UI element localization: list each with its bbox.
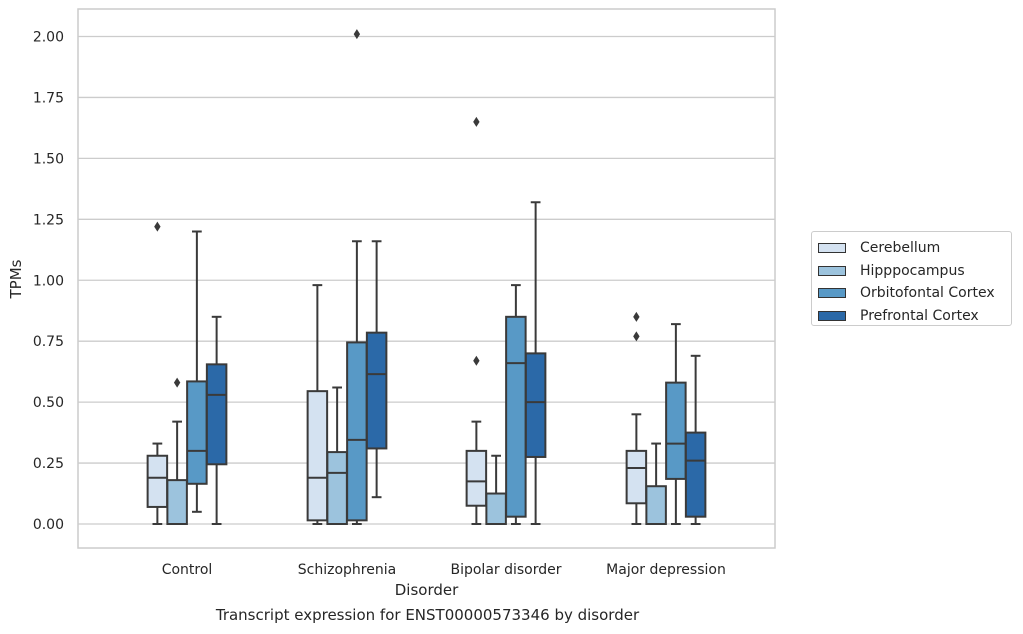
box-orbitofontal-cortex	[186, 230, 208, 513]
x-axis-label: Disorder	[395, 581, 459, 599]
box-prefrontal-cortex	[684, 354, 707, 525]
y-tick-labels: 0.00 0.25 0.50 0.75 1.00 1.25 1.50 1.75 2.00	[33, 30, 64, 534]
legend: Cerebellum Hipppocampus Orbitofontal Corte…	[811, 231, 1012, 326]
x-tick-labels: Control Schizophrenia Bipolar disorder Majo…	[162, 562, 726, 578]
box-prefrontal-cortex	[365, 240, 388, 499]
legend-swatch	[818, 243, 846, 254]
y-tick-label: 0.25	[33, 456, 64, 472]
box-iqr	[684, 431, 707, 518]
box-iqr	[524, 352, 547, 458]
x-tick-label: Bipolar disorder	[450, 562, 561, 578]
box-orbitofontal-cortex	[346, 29, 368, 525]
legend-label: Prefrontal Cortex	[860, 307, 979, 324]
y-tick-label: 0.50	[33, 395, 64, 411]
box-iqr	[186, 380, 208, 485]
outlier-point	[353, 29, 361, 40]
box-iqr	[146, 454, 169, 508]
legend-label: Cerebellum	[860, 240, 941, 257]
box-iqr	[665, 381, 687, 480]
y-tick-label: 2.00	[33, 30, 64, 46]
legend-label: Hipppocampus	[860, 262, 965, 279]
box-iqr	[505, 315, 527, 518]
legend-item: Orbitofontal Cortex	[818, 282, 1011, 305]
outlier-point	[633, 311, 640, 322]
box-iqr	[166, 479, 188, 525]
legend-item: Prefrontal Cortex	[818, 305, 1011, 328]
y-tick-label: 0.00	[33, 517, 64, 533]
legend-swatch	[818, 265, 846, 276]
box-hipppocampus	[166, 377, 188, 525]
y-tick-label: 1.00	[33, 273, 64, 289]
box-orbitofontal-cortex	[505, 284, 527, 525]
legend-item: Cerebellum	[818, 237, 1011, 260]
box-iqr	[365, 331, 388, 450]
x-tick-label: Schizophrenia	[298, 562, 396, 578]
x-tick-label: Control	[162, 562, 213, 578]
box-groups	[146, 29, 707, 525]
box-iqr	[645, 485, 667, 525]
box-hipppocampus	[485, 454, 507, 525]
outlier-point	[473, 355, 480, 366]
y-axis-label: TPMs	[7, 259, 25, 299]
y-tick-label: 1.50	[33, 151, 64, 167]
outlier-point	[633, 331, 640, 342]
legend-item: Hipppocampus	[818, 260, 1011, 283]
legend-label: Orbitofontal Cortex	[860, 285, 995, 302]
chart-caption: Transcript expression for ENST0000057334…	[215, 606, 640, 624]
box-iqr	[485, 492, 507, 525]
box-orbitofontal-cortex	[665, 323, 687, 525]
box-iqr	[326, 451, 348, 525]
box-cerebellum	[625, 311, 648, 525]
outlier-point	[173, 377, 181, 388]
x-tick-label: Major depression	[606, 562, 726, 578]
y-tick-label: 0.75	[33, 334, 64, 350]
box-iqr	[346, 341, 368, 522]
legend-swatch	[818, 310, 846, 321]
box-iqr	[205, 363, 228, 466]
outlier-point	[154, 221, 161, 232]
legend-swatch	[818, 288, 846, 299]
box-cerebellum	[306, 284, 329, 525]
box-cerebellum	[146, 221, 169, 525]
y-tick-label: 1.75	[33, 90, 64, 106]
outlier-point	[473, 116, 480, 127]
box-hipppocampus	[645, 442, 667, 525]
box-iqr	[625, 449, 648, 505]
box-hipppocampus	[326, 386, 348, 525]
y-tick-label: 1.25	[33, 212, 64, 228]
box-iqr	[306, 390, 329, 522]
box-prefrontal-cortex	[205, 315, 228, 525]
box-prefrontal-cortex	[524, 201, 547, 525]
plot-area-frame	[77, 8, 776, 549]
box-iqr	[465, 449, 488, 507]
box-cerebellum	[465, 116, 488, 525]
